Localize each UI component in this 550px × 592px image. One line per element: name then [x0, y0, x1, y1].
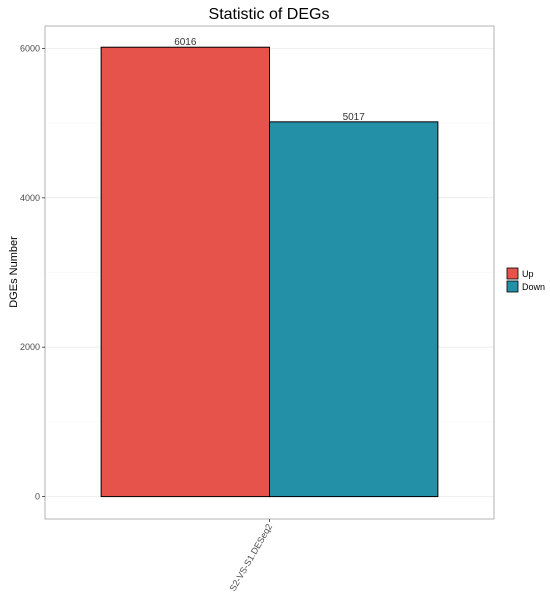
x-axis: S2-VS-S1.DESeq2: [228, 519, 275, 592]
legend-key-up: [506, 267, 519, 280]
y-tick-label: 6000: [20, 43, 40, 53]
legend-label-down: Down: [522, 282, 545, 292]
data-label-up: 6016: [174, 37, 197, 48]
legend-key-down: [506, 280, 519, 293]
y-axis: 0 2000 4000 6000: [20, 43, 45, 502]
y-axis-title: DGEs Number: [8, 236, 20, 308]
bars: [100, 46, 439, 498]
legend-label-up: Up: [522, 269, 534, 279]
y-tick-label: 4000: [20, 193, 40, 203]
y-tick-label: 0: [35, 492, 40, 502]
y-tick-label: 2000: [20, 342, 40, 352]
bar-down: [269, 121, 439, 498]
x-tick-label: S2-VS-S1.DESeq2: [228, 522, 275, 592]
data-label-down: 5017: [343, 112, 366, 123]
chart-title: Statistic of DEGs: [209, 6, 330, 23]
data-labels: 6016 5017: [174, 37, 365, 123]
legend: Up Down: [506, 267, 545, 293]
bar-up: [100, 46, 270, 498]
